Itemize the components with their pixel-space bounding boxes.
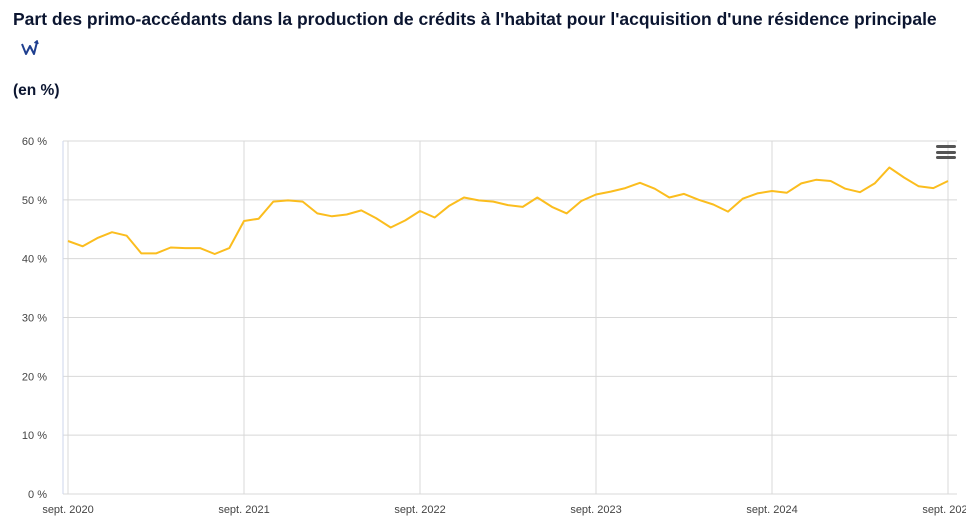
y-tick-label: 30 % (22, 313, 47, 325)
chart-menu-button[interactable] (936, 145, 956, 161)
x-tick-label: sept. 2025 (922, 504, 966, 516)
x-tick-label: sept. 2021 (218, 504, 269, 516)
hamburger-menu-line (936, 156, 956, 159)
y-tick-label: 50 % (22, 195, 47, 207)
y-tick-label: 40 % (22, 254, 47, 266)
chart-title: Part des primo-accédants dans la product… (13, 4, 953, 65)
series-line (67, 166, 949, 255)
chart-title-text: Part des primo-accédants dans la product… (13, 9, 937, 29)
hamburger-menu-line (936, 150, 956, 154)
trend-line-icon[interactable] (21, 35, 39, 65)
y-tick-label: 0 % (28, 489, 47, 501)
hamburger-menu-icon (936, 145, 956, 148)
unit-label: (en %) (13, 82, 60, 99)
y-tick-label: 20 % (22, 371, 47, 383)
x-tick-label: sept. 2022 (394, 504, 445, 516)
x-tick-label: sept. 2023 (570, 504, 621, 516)
x-tick-label: sept. 2024 (746, 504, 797, 516)
y-tick-label: 60 % (22, 136, 47, 148)
y-tick-label: 10 % (22, 430, 47, 442)
x-tick-label: sept. 2020 (42, 504, 93, 516)
